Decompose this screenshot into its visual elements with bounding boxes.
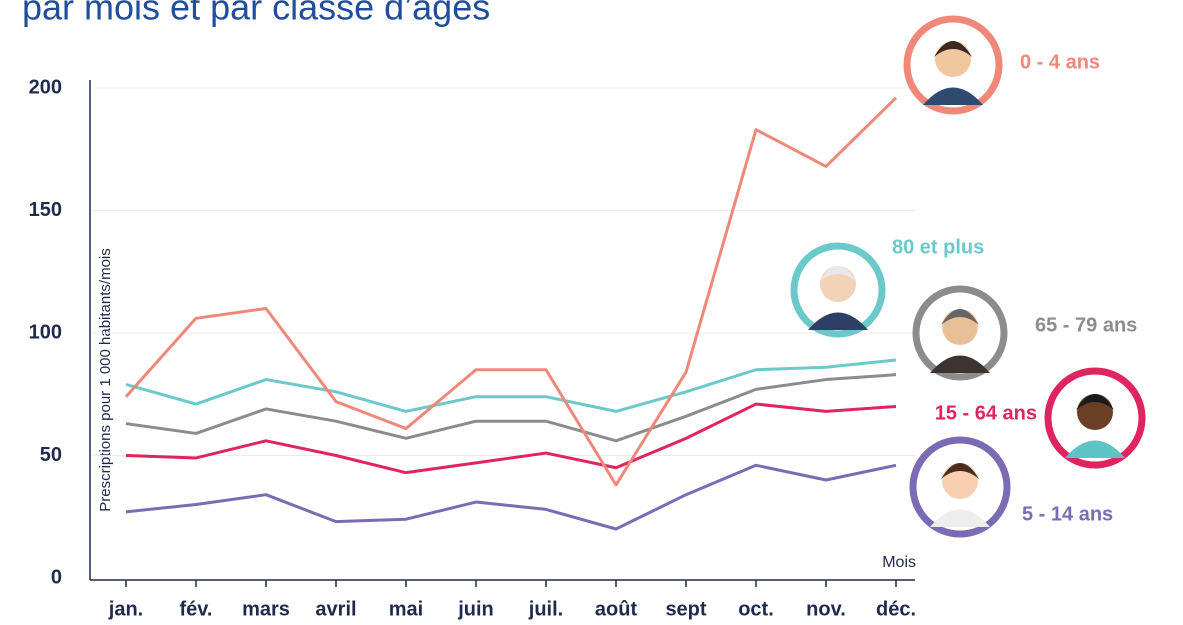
series-line (125, 463, 897, 531)
avatar-body (1065, 440, 1125, 458)
x-tick-label: mai (389, 598, 423, 620)
legend-avatar (903, 15, 1003, 115)
x-tick-label: juin (457, 598, 494, 620)
x-axis-label: Mois (882, 554, 916, 571)
x-tick-label: mars (242, 598, 290, 620)
x-tick-label: oct. (738, 598, 774, 620)
avatar-hair (941, 309, 979, 325)
y-tick-label: 200 (29, 76, 62, 98)
legend-label: 0 - 4 ans (1020, 51, 1100, 73)
avatar-hair (941, 463, 979, 479)
legend-label: 5 - 14 ans (1022, 503, 1113, 525)
avatar-body (930, 355, 990, 373)
series-line (125, 373, 897, 443)
x-tick-label: déc. (876, 598, 916, 620)
x-tick-label: nov. (806, 598, 846, 620)
avatar-hair (934, 41, 972, 57)
legend-avatar (790, 242, 886, 338)
y-tick-label: 50 (40, 444, 62, 466)
y-tick-label: 0 (51, 566, 62, 588)
legend-label: 80 et plus (892, 236, 984, 258)
avatar-body (930, 509, 990, 527)
avatar-body (808, 312, 868, 330)
avatar-hair (819, 266, 857, 282)
legend-avatar (1044, 367, 1146, 469)
avatar-hair (1076, 394, 1114, 410)
y-tick-label: 100 (29, 321, 62, 343)
x-tick-label: août (595, 598, 638, 620)
x-tick-label: sept (665, 598, 706, 620)
x-tick-label: avril (315, 598, 356, 620)
y-axis-label: Prescriptions pour 1 000 habitants/mois (97, 248, 114, 511)
legend-avatar (909, 436, 1011, 538)
x-tick-label: juil. (528, 598, 563, 620)
x-tick-label: fév. (180, 598, 213, 620)
avatar-body (923, 87, 983, 105)
series-line (125, 358, 897, 413)
legend-avatar (912, 285, 1008, 381)
legend-label: 15 - 64 ans (935, 402, 1037, 424)
series-line (124, 96, 898, 487)
series-line (125, 402, 897, 475)
y-tick-label: 150 (29, 199, 62, 221)
legend-label: 65 - 79 ans (1035, 314, 1137, 336)
chart-title: par mois et par classe d’âges (22, 0, 490, 28)
x-tick-label: jan. (108, 598, 143, 620)
